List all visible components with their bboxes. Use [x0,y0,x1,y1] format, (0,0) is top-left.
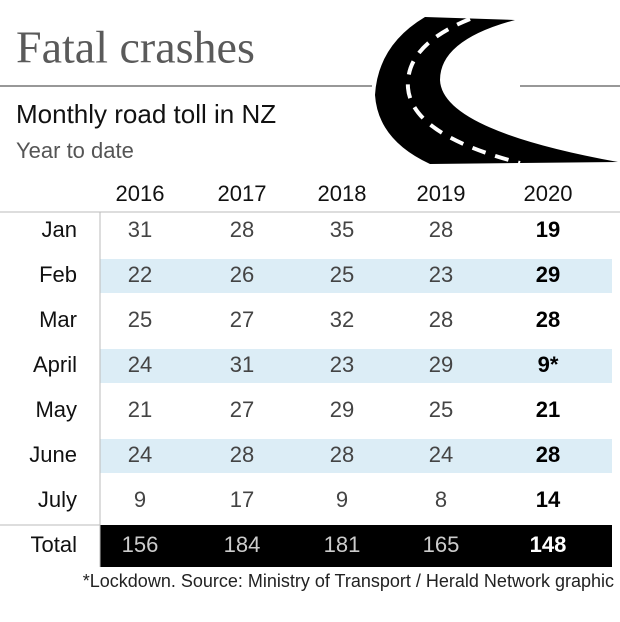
cell: 9 [336,487,348,512]
cell: 28 [230,217,254,242]
cell: 9 [134,487,146,512]
cell: 21 [536,397,560,422]
cell: 9* [538,352,559,377]
cell: 27 [230,397,254,422]
cell: 24 [429,442,453,467]
column-header: 2019 [417,181,466,206]
table: 2016 2017 2018 2019 2020 Jan 31 28 35 28 19 Feb 22 26… [0,181,620,567]
total-cell: 184 [224,532,261,557]
cell: 28 [230,442,254,467]
total-cell: 156 [122,532,159,557]
footer-source: *Lockdown. Source: Ministry of Transport… [83,571,614,591]
road-graphic [375,17,618,165]
row-label: Feb [39,262,77,287]
cell: 23 [429,262,453,287]
row-band [100,439,612,473]
cell: 25 [128,307,152,332]
row-band [100,349,612,383]
cell: 28 [536,442,560,467]
cell: 29 [330,397,354,422]
row-label: June [29,442,77,467]
cell: 28 [330,442,354,467]
row-band [100,259,612,293]
cell: 14 [536,487,561,512]
cell: 29 [429,352,453,377]
cell: 19 [536,217,560,242]
cell: 25 [330,262,354,287]
total-cell: 148 [530,532,567,557]
cell: 35 [330,217,354,242]
row-label: April [33,352,77,377]
subtitle: Monthly road toll in NZ [16,99,276,129]
cell: 27 [230,307,254,332]
cell: 31 [128,217,152,242]
row-label: Mar [39,307,77,332]
cell: 28 [536,307,560,332]
cell: 29 [536,262,560,287]
cell: 8 [435,487,447,512]
column-header: 2018 [318,181,367,206]
cell: 28 [429,307,453,332]
cell: 24 [128,352,152,377]
column-header: 2016 [116,181,165,206]
cell: 31 [230,352,254,377]
column-header: 2020 [524,181,573,206]
row-label: May [35,397,77,422]
column-header: 2017 [218,181,267,206]
cell: 23 [330,352,354,377]
total-label: Total [31,532,77,557]
cell: 22 [128,262,152,287]
cell: 17 [230,487,254,512]
cell: 24 [128,442,152,467]
title: Fatal crashes [16,22,255,73]
row-label: Jan [42,217,77,242]
row-label: July [38,487,77,512]
total-cell: 181 [324,532,361,557]
total-band [100,525,612,567]
cell: 25 [429,397,453,422]
note: Year to date [16,138,134,163]
total-cell: 165 [423,532,460,557]
cell: 26 [230,262,254,287]
cell: 21 [128,397,152,422]
cell: 32 [330,307,354,332]
cell: 28 [429,217,453,242]
